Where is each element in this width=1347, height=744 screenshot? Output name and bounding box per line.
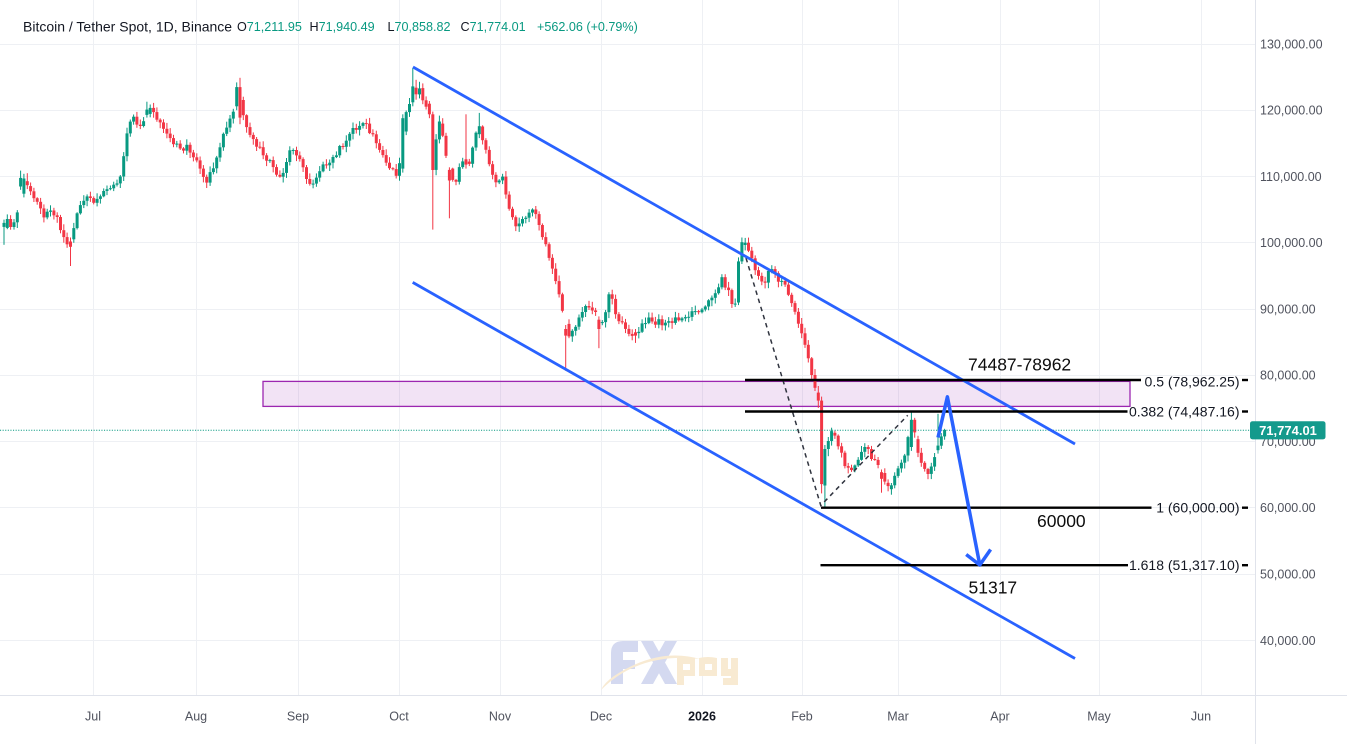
svg-text:H71,940.49: H71,940.49 (310, 20, 375, 34)
svg-text:Feb: Feb (791, 710, 813, 724)
svg-text:0.382 (74,487.16): 0.382 (74,487.16) (1129, 404, 1240, 420)
svg-text:Nov: Nov (489, 710, 512, 724)
svg-text:100,000.00: 100,000.00 (1260, 236, 1323, 250)
svg-text:130,000.00: 130,000.00 (1260, 37, 1323, 51)
svg-text:Sep: Sep (287, 710, 309, 724)
svg-text:80,000.00: 80,000.00 (1260, 369, 1316, 383)
svg-text:71,774.01: 71,774.01 (1259, 423, 1317, 438)
svg-text:Jun: Jun (1191, 710, 1211, 724)
svg-text:Mar: Mar (887, 710, 909, 724)
svg-text:Apr: Apr (990, 710, 1009, 724)
svg-text:2026: 2026 (688, 710, 716, 724)
svg-text:51317: 51317 (969, 578, 1018, 598)
svg-text:Oct: Oct (389, 710, 409, 724)
svg-text:Dec: Dec (590, 710, 612, 724)
svg-text:1.618 (51,317.10): 1.618 (51,317.10) (1129, 557, 1240, 573)
svg-text:Aug: Aug (185, 710, 207, 724)
svg-text:50,000.00: 50,000.00 (1260, 568, 1316, 582)
svg-text:L70,858.82: L70,858.82 (388, 20, 451, 34)
svg-text:74487-78962: 74487-78962 (968, 355, 1071, 375)
svg-text:120,000.00: 120,000.00 (1260, 104, 1323, 118)
svg-text:+562.06 (+0.79%): +562.06 (+0.79%) (537, 20, 638, 34)
svg-text:90,000.00: 90,000.00 (1260, 302, 1316, 316)
svg-text:C71,774.01: C71,774.01 (461, 20, 526, 34)
svg-text:0.5 (78,962.25): 0.5 (78,962.25) (1145, 373, 1240, 389)
svg-text:Jul: Jul (85, 710, 101, 724)
svg-text:Bitcoin / Tether Spot, 1D, Bin: Bitcoin / Tether Spot, 1D, Binance (23, 19, 232, 35)
svg-text:1 (60,000.00): 1 (60,000.00) (1156, 500, 1239, 516)
svg-text:O71,211.95: O71,211.95 (237, 20, 302, 34)
svg-text:110,000.00: 110,000.00 (1260, 170, 1322, 184)
svg-text:60,000.00: 60,000.00 (1260, 501, 1316, 515)
svg-text:40,000.00: 40,000.00 (1260, 634, 1316, 648)
svg-text:60000: 60000 (1037, 511, 1086, 531)
svg-text:May: May (1087, 710, 1111, 724)
